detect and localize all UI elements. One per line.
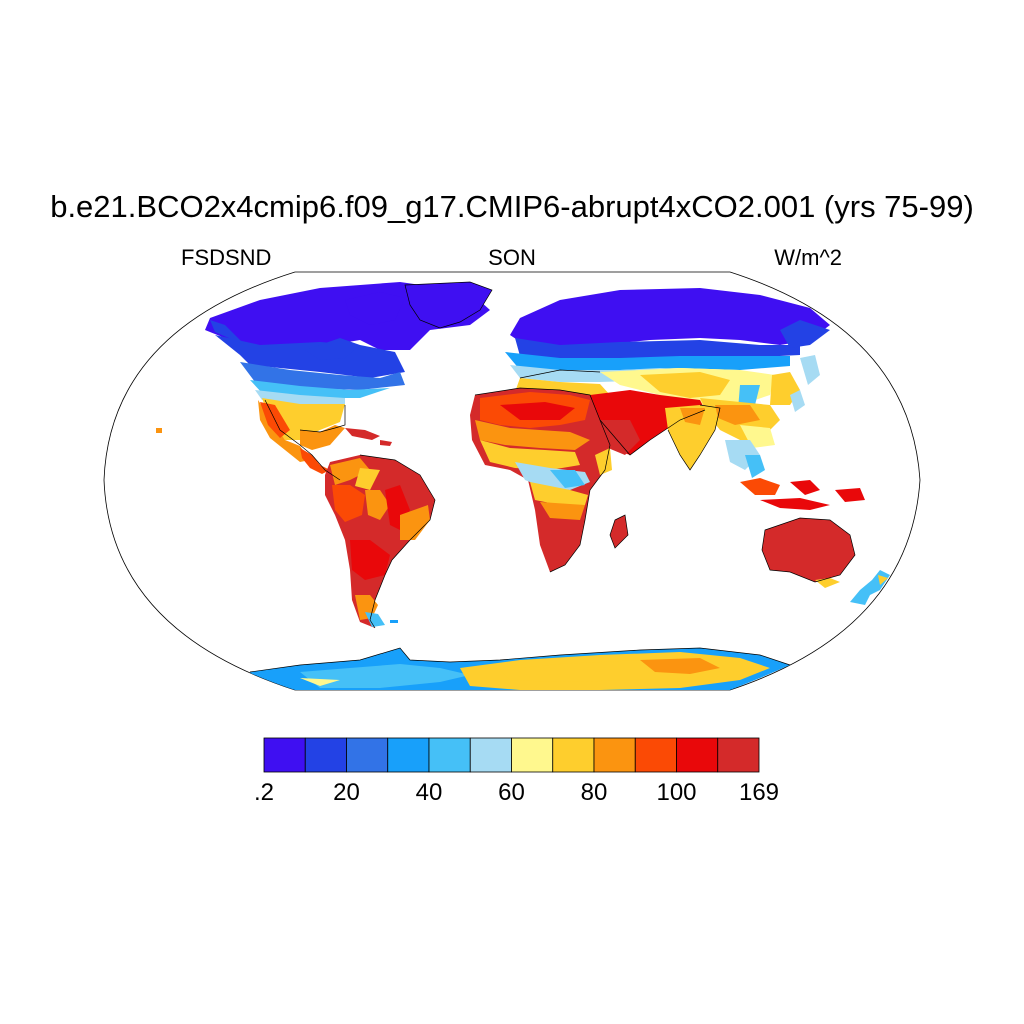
colorbar-tick-label: 169 [738,779,780,806]
colorbar-tick-label: 20 [333,779,360,806]
season-label: SON [488,245,536,270]
africa-landmass [470,388,628,572]
colorbar-swatch [634,737,677,773]
colorbar-swatch [593,737,636,773]
colorbar-swatch [717,737,760,773]
colorbar-tick-label: 80 [580,779,608,806]
colorbar-tick-label: .2 [253,779,275,806]
colorbar-swatch [304,737,347,773]
australia-landmass [762,518,890,605]
colorbar-swatch [552,737,595,773]
colorbar-swatch [346,737,389,773]
colorbar-swatch [263,737,306,773]
colorbar-tick-label: 100 [656,779,697,806]
colorbar-swatch [676,737,719,773]
colorbar-swatch [387,737,430,773]
colorbar-tick-label: 40 [415,779,443,806]
antarctica-landmass [250,648,790,690]
colorbar [263,737,760,773]
colorbar-swatch [469,737,512,773]
south-america-landmass [325,455,435,628]
colorbar-swatch [428,737,471,773]
units-label: W/m^2 [774,245,842,270]
variable-label: FSDSND [181,245,272,270]
greenland-landmass [405,282,492,328]
coastlines [249,281,856,673]
figure-title: b.e21.BCO2x4cmip6.f09_g17.CMIP6-abrupt4x… [50,189,974,224]
colorbar-swatch [511,737,554,773]
colorbar-tick-label: 60 [498,779,525,806]
